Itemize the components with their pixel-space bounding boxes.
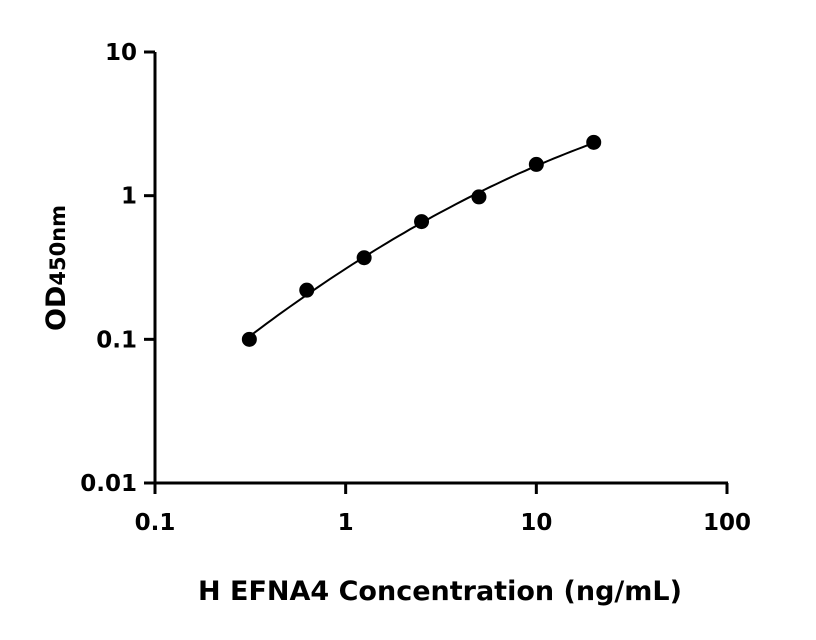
data-point [586, 134, 602, 150]
x-tick-label: 100 [703, 510, 751, 536]
y-tick-label: 0.01 [80, 471, 137, 497]
x-axis-title: H EFNA4 Concentration (ng/mL) [198, 576, 682, 607]
y-tick-label: 10 [105, 40, 137, 66]
fit-curve [248, 142, 595, 338]
data-point [528, 156, 544, 172]
y-axis-title-main: OD [41, 286, 72, 331]
y-axis-title: OD450nm [41, 205, 72, 331]
data-point [299, 282, 315, 298]
data-points [241, 134, 602, 347]
x-tick-label: 10 [520, 510, 552, 536]
data-point [414, 214, 430, 230]
data-point [356, 250, 372, 266]
y-tick-label: 0.1 [96, 327, 137, 353]
y-tick-label: 1 [121, 184, 137, 210]
y-axis-title-sub: 450nm [46, 205, 70, 286]
x-tick-label: 0.1 [135, 510, 176, 536]
data-point [471, 189, 487, 205]
ticks: 0.1 1 10 100 0.01 0.1 1 10 [80, 40, 751, 536]
x-tick-label: 1 [338, 510, 354, 536]
axes [153, 52, 728, 485]
data-point [241, 331, 257, 347]
